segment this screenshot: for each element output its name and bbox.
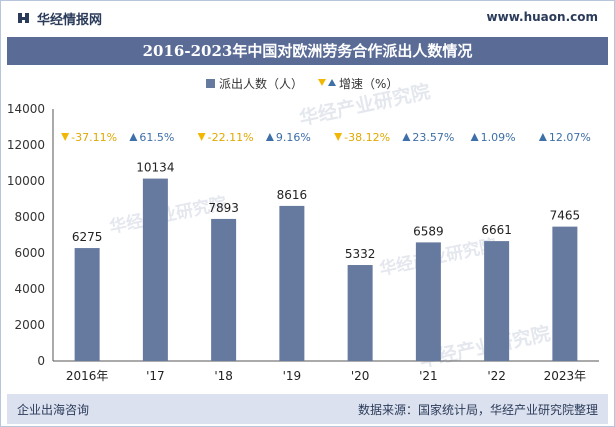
growth-up-triangle-icon	[538, 133, 547, 141]
site-url: www.huaon.com	[486, 10, 598, 24]
growth-up-triangle-icon	[265, 133, 274, 141]
bar-value-label: 5332	[345, 247, 376, 261]
bar-value-label: 6589	[413, 224, 444, 238]
x-tick-label: 2023年	[544, 369, 587, 383]
footer-left-text: 企业出海咨询	[17, 403, 90, 417]
x-tick-label: '21	[419, 369, 438, 383]
y-tick-label: 14000	[7, 102, 45, 116]
bar	[484, 241, 510, 361]
growth-label: -38.12%	[344, 131, 390, 144]
bar-value-label: 7893	[208, 201, 239, 215]
legend-label-count: 派出人数（人）	[219, 76, 303, 91]
bar	[142, 178, 168, 361]
bar-value-label: 8616	[277, 188, 308, 202]
bar-value-label: 7465	[550, 209, 581, 223]
legend-label-growth: 增速（%）	[339, 77, 398, 91]
growth-up-triangle-icon	[470, 133, 479, 141]
footer-bar: 企业出海咨询 数据来源：国家统计局，华经产业研究院整理	[7, 394, 608, 424]
header-bar: 华经情报网 www.huaon.com	[1, 1, 614, 35]
legend-swatch-count	[206, 79, 215, 88]
bar	[211, 218, 237, 361]
x-tick-label: '22	[487, 369, 506, 383]
growth-label: -22.11%	[208, 131, 254, 144]
chart-title: 2016-2023年中国对欧洲劳务合作派出人数情况	[142, 42, 473, 60]
bar-value-label: 6661	[481, 223, 512, 237]
growth-up-triangle-icon	[129, 133, 138, 141]
x-tick-label: '18	[214, 369, 233, 383]
bar	[552, 226, 578, 361]
legend-down-triangle-icon	[318, 79, 326, 86]
bar	[74, 248, 100, 361]
watermark-text: 华经产业研究院	[108, 193, 229, 238]
y-tick-label: 4000	[14, 282, 45, 296]
growth-label: 1.09%	[481, 131, 516, 144]
growth-down-triangle-icon	[334, 133, 343, 141]
brand-logo-icon	[18, 13, 29, 23]
growth-label: 61.5%	[139, 131, 174, 144]
y-tick-label: 10000	[7, 174, 45, 188]
growth-up-triangle-icon	[402, 133, 411, 141]
bar-value-label: 6275	[72, 230, 103, 244]
x-tick-label: '20	[351, 369, 370, 383]
y-tick-label: 2000	[14, 318, 45, 332]
growth-label: 23.57%	[412, 131, 454, 144]
brand-name: 华经情报网	[37, 13, 103, 28]
growth-label: 12.07%	[549, 131, 591, 144]
bar	[347, 265, 373, 361]
y-tick-label: 12000	[7, 138, 45, 152]
bar	[415, 242, 441, 361]
bar-chart: 华经产业研究院华经产业研究院华经产业研究院华经产业研究院派出人数（人）增速（%）…	[7, 76, 599, 383]
bar	[279, 205, 305, 361]
y-tick-label: 6000	[14, 246, 45, 260]
growth-label: -37.11%	[71, 131, 117, 144]
footer-source-text: 数据来源：国家统计局，华经产业研究院整理	[357, 403, 598, 417]
y-tick-label: 0	[37, 354, 45, 368]
legend-up-triangle-icon	[328, 79, 336, 86]
growth-label: 9.16%	[276, 131, 311, 144]
title-bar: 2016-2023年中国对欧洲劳务合作派出人数情况	[7, 37, 608, 65]
bar-value-label: 10134	[136, 161, 174, 175]
x-tick-label: '17	[146, 369, 165, 383]
y-tick-label: 8000	[14, 210, 45, 224]
growth-down-triangle-icon	[61, 133, 70, 141]
growth-down-triangle-icon	[197, 133, 206, 141]
x-tick-label: '19	[283, 369, 302, 383]
x-tick-label: 2016年	[66, 369, 109, 383]
